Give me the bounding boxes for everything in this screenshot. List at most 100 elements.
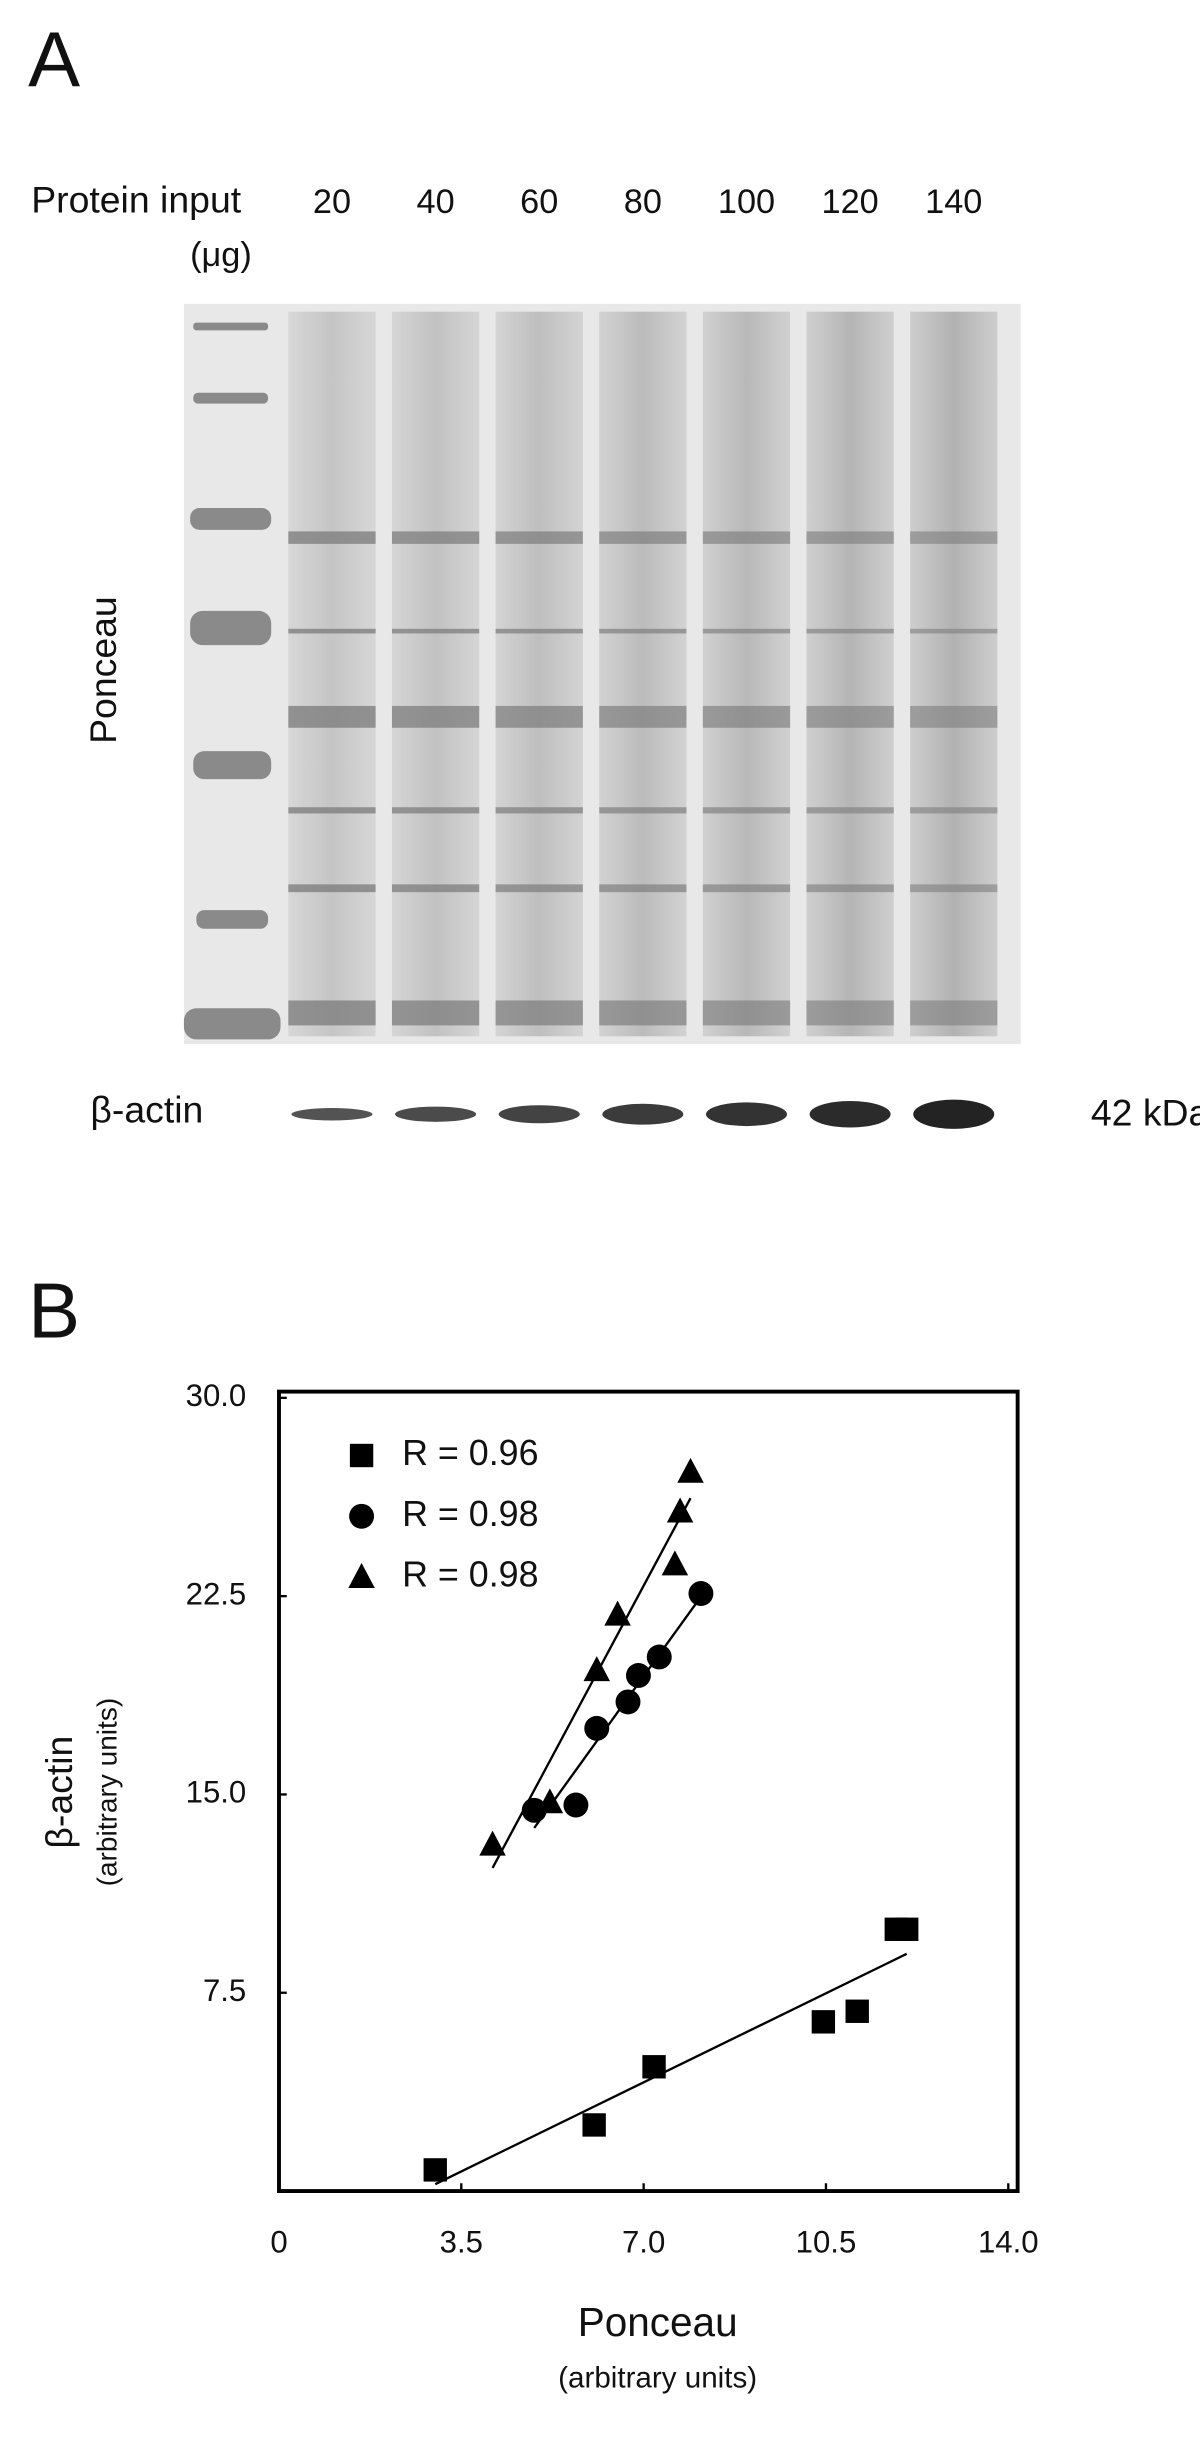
actin-band bbox=[809, 1100, 891, 1128]
data-point bbox=[584, 1715, 610, 1741]
x-tick-label: 7.0 bbox=[622, 2224, 665, 2259]
x-axis-title: Ponceau bbox=[578, 2299, 738, 2345]
actin-band bbox=[498, 1105, 580, 1124]
y-tick-label: 7.5 bbox=[203, 1973, 246, 2008]
protein-band bbox=[391, 705, 480, 728]
actin-band bbox=[913, 1099, 995, 1129]
blot-label: β-actin bbox=[90, 1089, 203, 1131]
input-unit: (μg) bbox=[190, 236, 252, 274]
data-point bbox=[604, 1600, 631, 1626]
data-point bbox=[536, 1788, 564, 1814]
x-tick-label: 14.0 bbox=[978, 2224, 1039, 2259]
lane bbox=[391, 311, 480, 1037]
lane bbox=[599, 311, 687, 1037]
lane-label: 120 bbox=[822, 183, 879, 221]
protein-band bbox=[806, 1000, 894, 1026]
protein-band bbox=[806, 705, 894, 728]
trend-line bbox=[491, 1497, 692, 1869]
protein-band bbox=[288, 628, 376, 634]
protein-band bbox=[495, 884, 583, 893]
protein-band bbox=[288, 1000, 376, 1026]
stain-label: Ponceau bbox=[82, 596, 124, 744]
actin-band bbox=[705, 1102, 788, 1127]
lane-label: 80 bbox=[624, 183, 662, 221]
panel-label: A bbox=[28, 15, 80, 103]
protein-band bbox=[702, 1000, 791, 1026]
plot-frame bbox=[277, 1389, 1020, 2194]
data-point bbox=[677, 1457, 704, 1483]
protein-band bbox=[806, 628, 894, 634]
size-label: 42 kDa bbox=[1091, 1092, 1200, 1134]
lane bbox=[910, 311, 998, 1037]
protein-band bbox=[910, 1000, 998, 1026]
y-axis-title: β-actin bbox=[38, 1736, 80, 1849]
protein-band bbox=[391, 807, 480, 814]
protein-band bbox=[495, 1000, 583, 1026]
protein-band bbox=[910, 807, 998, 814]
x-tick-label: 3.5 bbox=[440, 2224, 483, 2259]
data-point bbox=[661, 1550, 689, 1576]
y-tick-label: 30.0 bbox=[186, 1378, 247, 1413]
protein-band bbox=[599, 705, 687, 728]
data-point bbox=[582, 2113, 606, 2137]
lane bbox=[702, 311, 791, 1037]
protein-band bbox=[495, 705, 583, 728]
actin-blot bbox=[291, 1099, 995, 1129]
data-point bbox=[423, 2158, 447, 2182]
trend-line bbox=[533, 1595, 702, 1829]
actin-band bbox=[395, 1106, 477, 1122]
input-label: Protein input bbox=[31, 178, 242, 220]
lane bbox=[495, 311, 583, 1037]
protein-band bbox=[806, 884, 894, 893]
protein-band bbox=[702, 807, 791, 814]
lane-label: 100 bbox=[718, 183, 775, 221]
protein-band bbox=[391, 1000, 480, 1026]
protein-band bbox=[495, 531, 583, 544]
legend-label: R = 0.98 bbox=[402, 1555, 538, 1595]
protein-band bbox=[702, 884, 791, 893]
x-axis-subtitle: (arbitrary units) bbox=[558, 2361, 757, 2394]
actin-band bbox=[602, 1103, 684, 1125]
panel-label: B bbox=[28, 1266, 80, 1354]
legend-marker bbox=[349, 1503, 375, 1529]
lane-label: 60 bbox=[520, 183, 558, 221]
actin-band bbox=[291, 1107, 373, 1121]
protein-band bbox=[391, 884, 480, 893]
protein-band bbox=[288, 807, 376, 814]
data-point bbox=[845, 1999, 869, 2023]
legend-label: R = 0.98 bbox=[402, 1494, 538, 1534]
marker-ladder bbox=[183, 322, 281, 1040]
protein-band bbox=[806, 807, 894, 814]
protein-band bbox=[702, 705, 791, 728]
y-tick-label: 15.0 bbox=[186, 1775, 247, 1810]
data-point bbox=[666, 1497, 694, 1523]
protein-band bbox=[910, 531, 998, 544]
data-point bbox=[583, 1656, 610, 1682]
lane bbox=[806, 311, 894, 1037]
y-axis-subtitle: (arbitrary units) bbox=[92, 1698, 123, 1887]
protein-band bbox=[391, 531, 480, 544]
lane-label: 140 bbox=[925, 183, 982, 221]
protein-band bbox=[391, 628, 480, 634]
protein-band bbox=[702, 531, 791, 544]
data-point bbox=[563, 1792, 589, 1818]
x-tick-label: 0 bbox=[270, 2224, 287, 2259]
data-point bbox=[811, 2010, 836, 2034]
legend-marker bbox=[348, 1563, 375, 1588]
legend-label: R = 0.96 bbox=[402, 1433, 538, 1473]
data-point bbox=[625, 1663, 651, 1688]
data-point bbox=[642, 2055, 666, 2079]
protein-band bbox=[599, 884, 687, 893]
y-tick-label: 22.5 bbox=[186, 1576, 247, 1611]
protein-band bbox=[599, 628, 687, 634]
protein-band bbox=[288, 884, 376, 893]
protein-band bbox=[910, 705, 998, 728]
protein-band bbox=[495, 807, 583, 814]
protein-band bbox=[495, 628, 583, 634]
protein-band bbox=[599, 531, 687, 544]
data-point bbox=[688, 1581, 714, 1606]
protein-band bbox=[288, 531, 376, 544]
protein-band bbox=[599, 1000, 687, 1026]
protein-band bbox=[702, 628, 791, 634]
